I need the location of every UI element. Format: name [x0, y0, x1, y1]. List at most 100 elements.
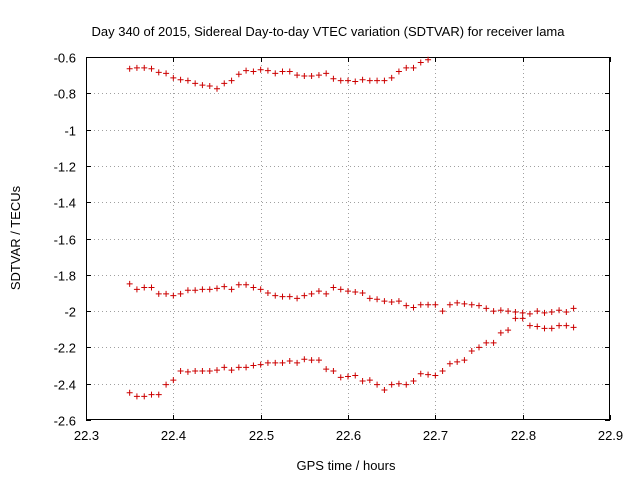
- data-point: [228, 77, 235, 84]
- grid-lines: [86, 57, 610, 420]
- data-point: [315, 72, 322, 79]
- data-point: [425, 371, 432, 378]
- data-point: [410, 377, 417, 384]
- data-point: [563, 322, 570, 329]
- data-point: [352, 289, 359, 296]
- data-point: [330, 75, 337, 82]
- data-point: [512, 315, 519, 322]
- data-point: [541, 309, 548, 316]
- data-point: [141, 284, 148, 291]
- data-point: [286, 358, 293, 365]
- series-middle: [126, 280, 577, 317]
- data-point: [432, 301, 439, 308]
- y-tick-label: -1.8: [54, 269, 76, 284]
- data-point: [192, 80, 199, 87]
- data-point: [483, 339, 490, 346]
- data-point: [366, 77, 373, 84]
- data-point: [294, 72, 301, 79]
- data-point: [301, 292, 308, 299]
- data-point: [512, 309, 519, 316]
- x-tick-label: 22.3: [74, 428, 99, 443]
- data-point: [272, 292, 279, 299]
- data-point: [141, 393, 148, 400]
- data-point: [417, 370, 424, 377]
- data-point: [359, 76, 366, 83]
- data-point: [250, 362, 257, 369]
- data-point: [279, 359, 286, 366]
- data-point: [519, 309, 526, 316]
- data-point: [476, 302, 482, 309]
- data-point: [395, 298, 402, 305]
- data-point: [454, 358, 461, 365]
- data-point: [345, 288, 351, 295]
- data-point: [177, 76, 184, 83]
- data-point: [446, 301, 453, 308]
- data-point: [264, 359, 271, 366]
- data-point: [199, 286, 206, 293]
- data-point: [425, 301, 432, 308]
- y-tick-label: -0.6: [54, 51, 76, 66]
- data-point: [337, 374, 344, 381]
- data-point: [206, 367, 213, 374]
- x-tick-label: 22.9: [598, 428, 623, 443]
- data-point: [374, 296, 381, 303]
- data-point: [505, 327, 512, 334]
- data-point: [497, 329, 504, 336]
- data-point: [410, 304, 417, 311]
- data-point: [199, 367, 206, 374]
- plot-frame: [86, 57, 610, 420]
- x-axis-label: GPS time / hours: [297, 458, 396, 473]
- data-point: [461, 300, 468, 307]
- data-point: [534, 308, 541, 315]
- data-point: [337, 77, 344, 84]
- data-point: [417, 59, 424, 66]
- data-point: [483, 305, 490, 312]
- y-axis-label: SDTVAR / TECUs: [8, 185, 23, 290]
- data-point: [177, 367, 184, 374]
- data-point: [250, 284, 257, 291]
- data-point: [395, 68, 402, 75]
- data-point: [214, 285, 220, 292]
- x-tick-label: 22.5: [249, 428, 274, 443]
- data-point: [490, 308, 497, 315]
- data-point: [133, 286, 140, 293]
- data-point: [526, 322, 533, 329]
- data-point: [199, 82, 206, 89]
- data-point: [330, 284, 337, 291]
- data-point: [439, 308, 446, 315]
- data-point: [163, 381, 170, 388]
- data-point: [286, 293, 293, 300]
- data-point: [388, 74, 395, 81]
- data-point: [468, 301, 475, 308]
- data-point: [548, 325, 555, 332]
- data-point: [184, 77, 191, 84]
- data-point: [454, 299, 461, 306]
- data-point: [257, 66, 264, 73]
- data-point: [519, 315, 526, 322]
- data-point: [192, 287, 199, 294]
- data-point: [264, 289, 271, 296]
- data-point: [359, 289, 366, 296]
- data-point: [148, 391, 155, 398]
- data-point: [170, 74, 177, 81]
- data-point: [388, 299, 395, 306]
- data-point: [264, 67, 271, 74]
- data-point: [286, 68, 293, 75]
- data-point: [184, 287, 191, 294]
- data-point: [490, 339, 497, 346]
- data-point: [257, 361, 264, 368]
- data-point: [345, 77, 351, 84]
- data-point: [206, 286, 213, 293]
- x-tick-label: 22.7: [423, 428, 448, 443]
- data-point: [250, 68, 257, 75]
- data-point: [243, 67, 250, 74]
- data-point: [541, 325, 548, 332]
- data-point: [381, 77, 388, 84]
- series-lower: [126, 315, 577, 400]
- data-point: [446, 360, 453, 367]
- data-point: [163, 70, 170, 77]
- data-point: [395, 380, 402, 387]
- data-point: [257, 286, 264, 293]
- y-tick-label: -1.6: [54, 233, 76, 248]
- data-point: [352, 78, 359, 85]
